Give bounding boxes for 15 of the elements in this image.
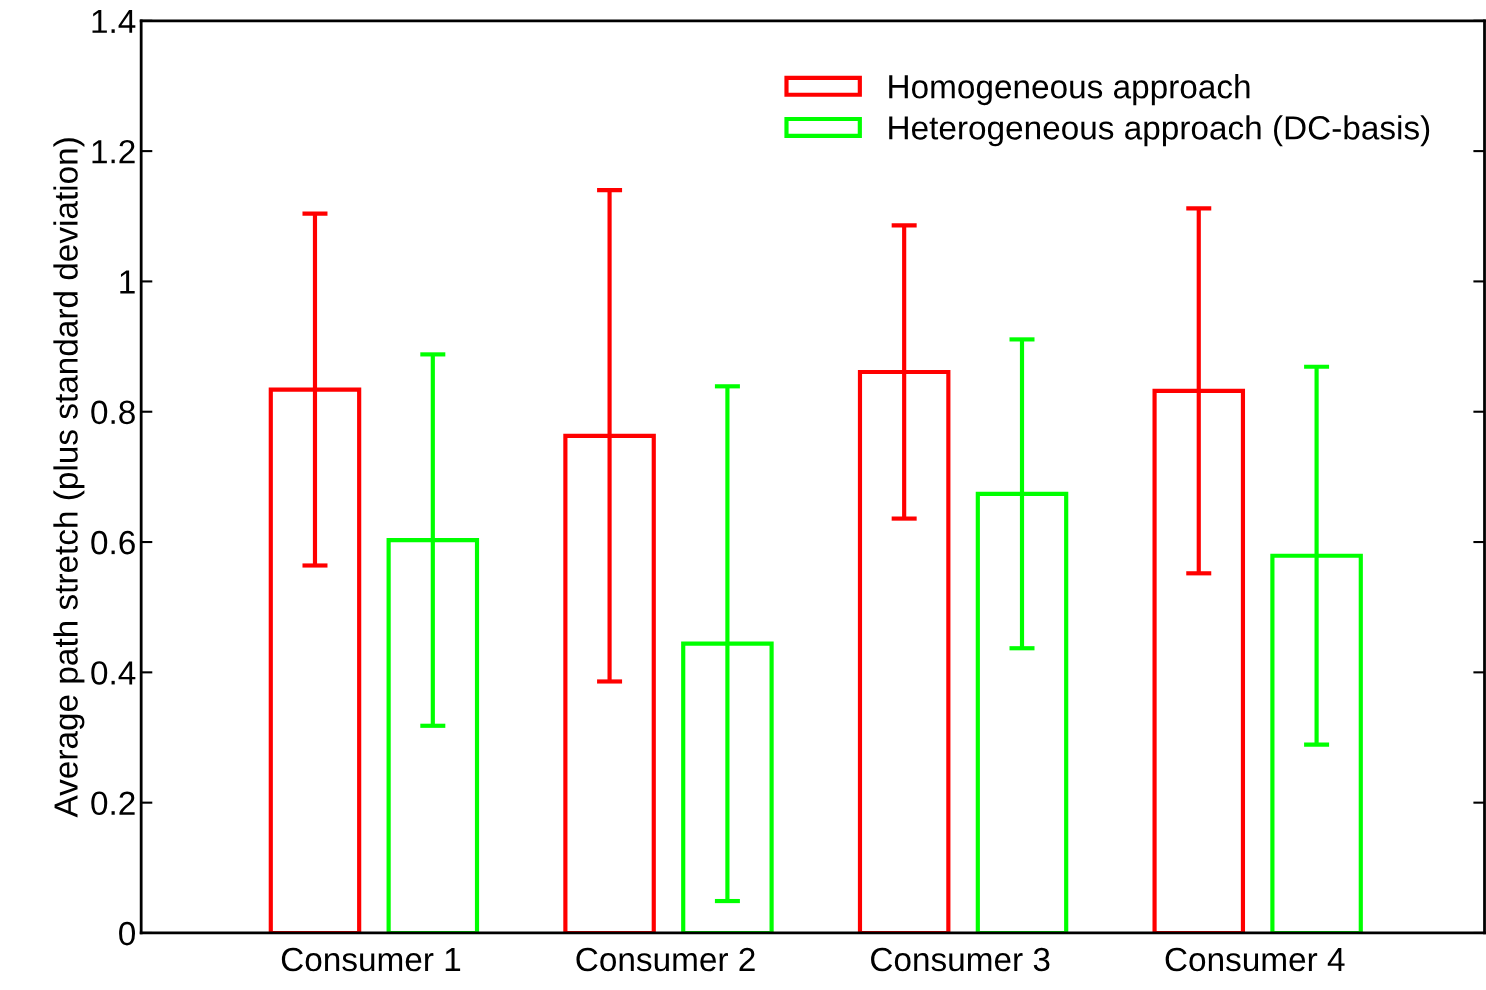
y-tick-label: 0: [119, 921, 136, 946]
y-tick-label: 0.4: [91, 661, 136, 685]
y-tick-label: 0.8: [91, 400, 135, 425]
y-tick-label: 1.2: [92, 139, 135, 164]
legend-label: Heterogeneous approach (DC-basis): [889, 115, 1430, 147]
x-tick-label: Consumer 3: [871, 947, 1050, 972]
y-tick-label: 0.2: [91, 791, 135, 816]
y-axis-title: Average path stretch (plus standard deviation): [53, 138, 85, 818]
y-tick-label: 1: [120, 270, 135, 294]
y-tick-label: 1.4: [92, 9, 136, 33]
legend-label: Homogeneous approach: [889, 74, 1250, 106]
x-tick-label: Consumer 2: [576, 947, 755, 972]
x-tick-label: Consumer 4: [1165, 947, 1345, 972]
x-tick-label: Consumer 1: [281, 947, 461, 972]
y-tick-label: 0.6: [91, 530, 135, 555]
